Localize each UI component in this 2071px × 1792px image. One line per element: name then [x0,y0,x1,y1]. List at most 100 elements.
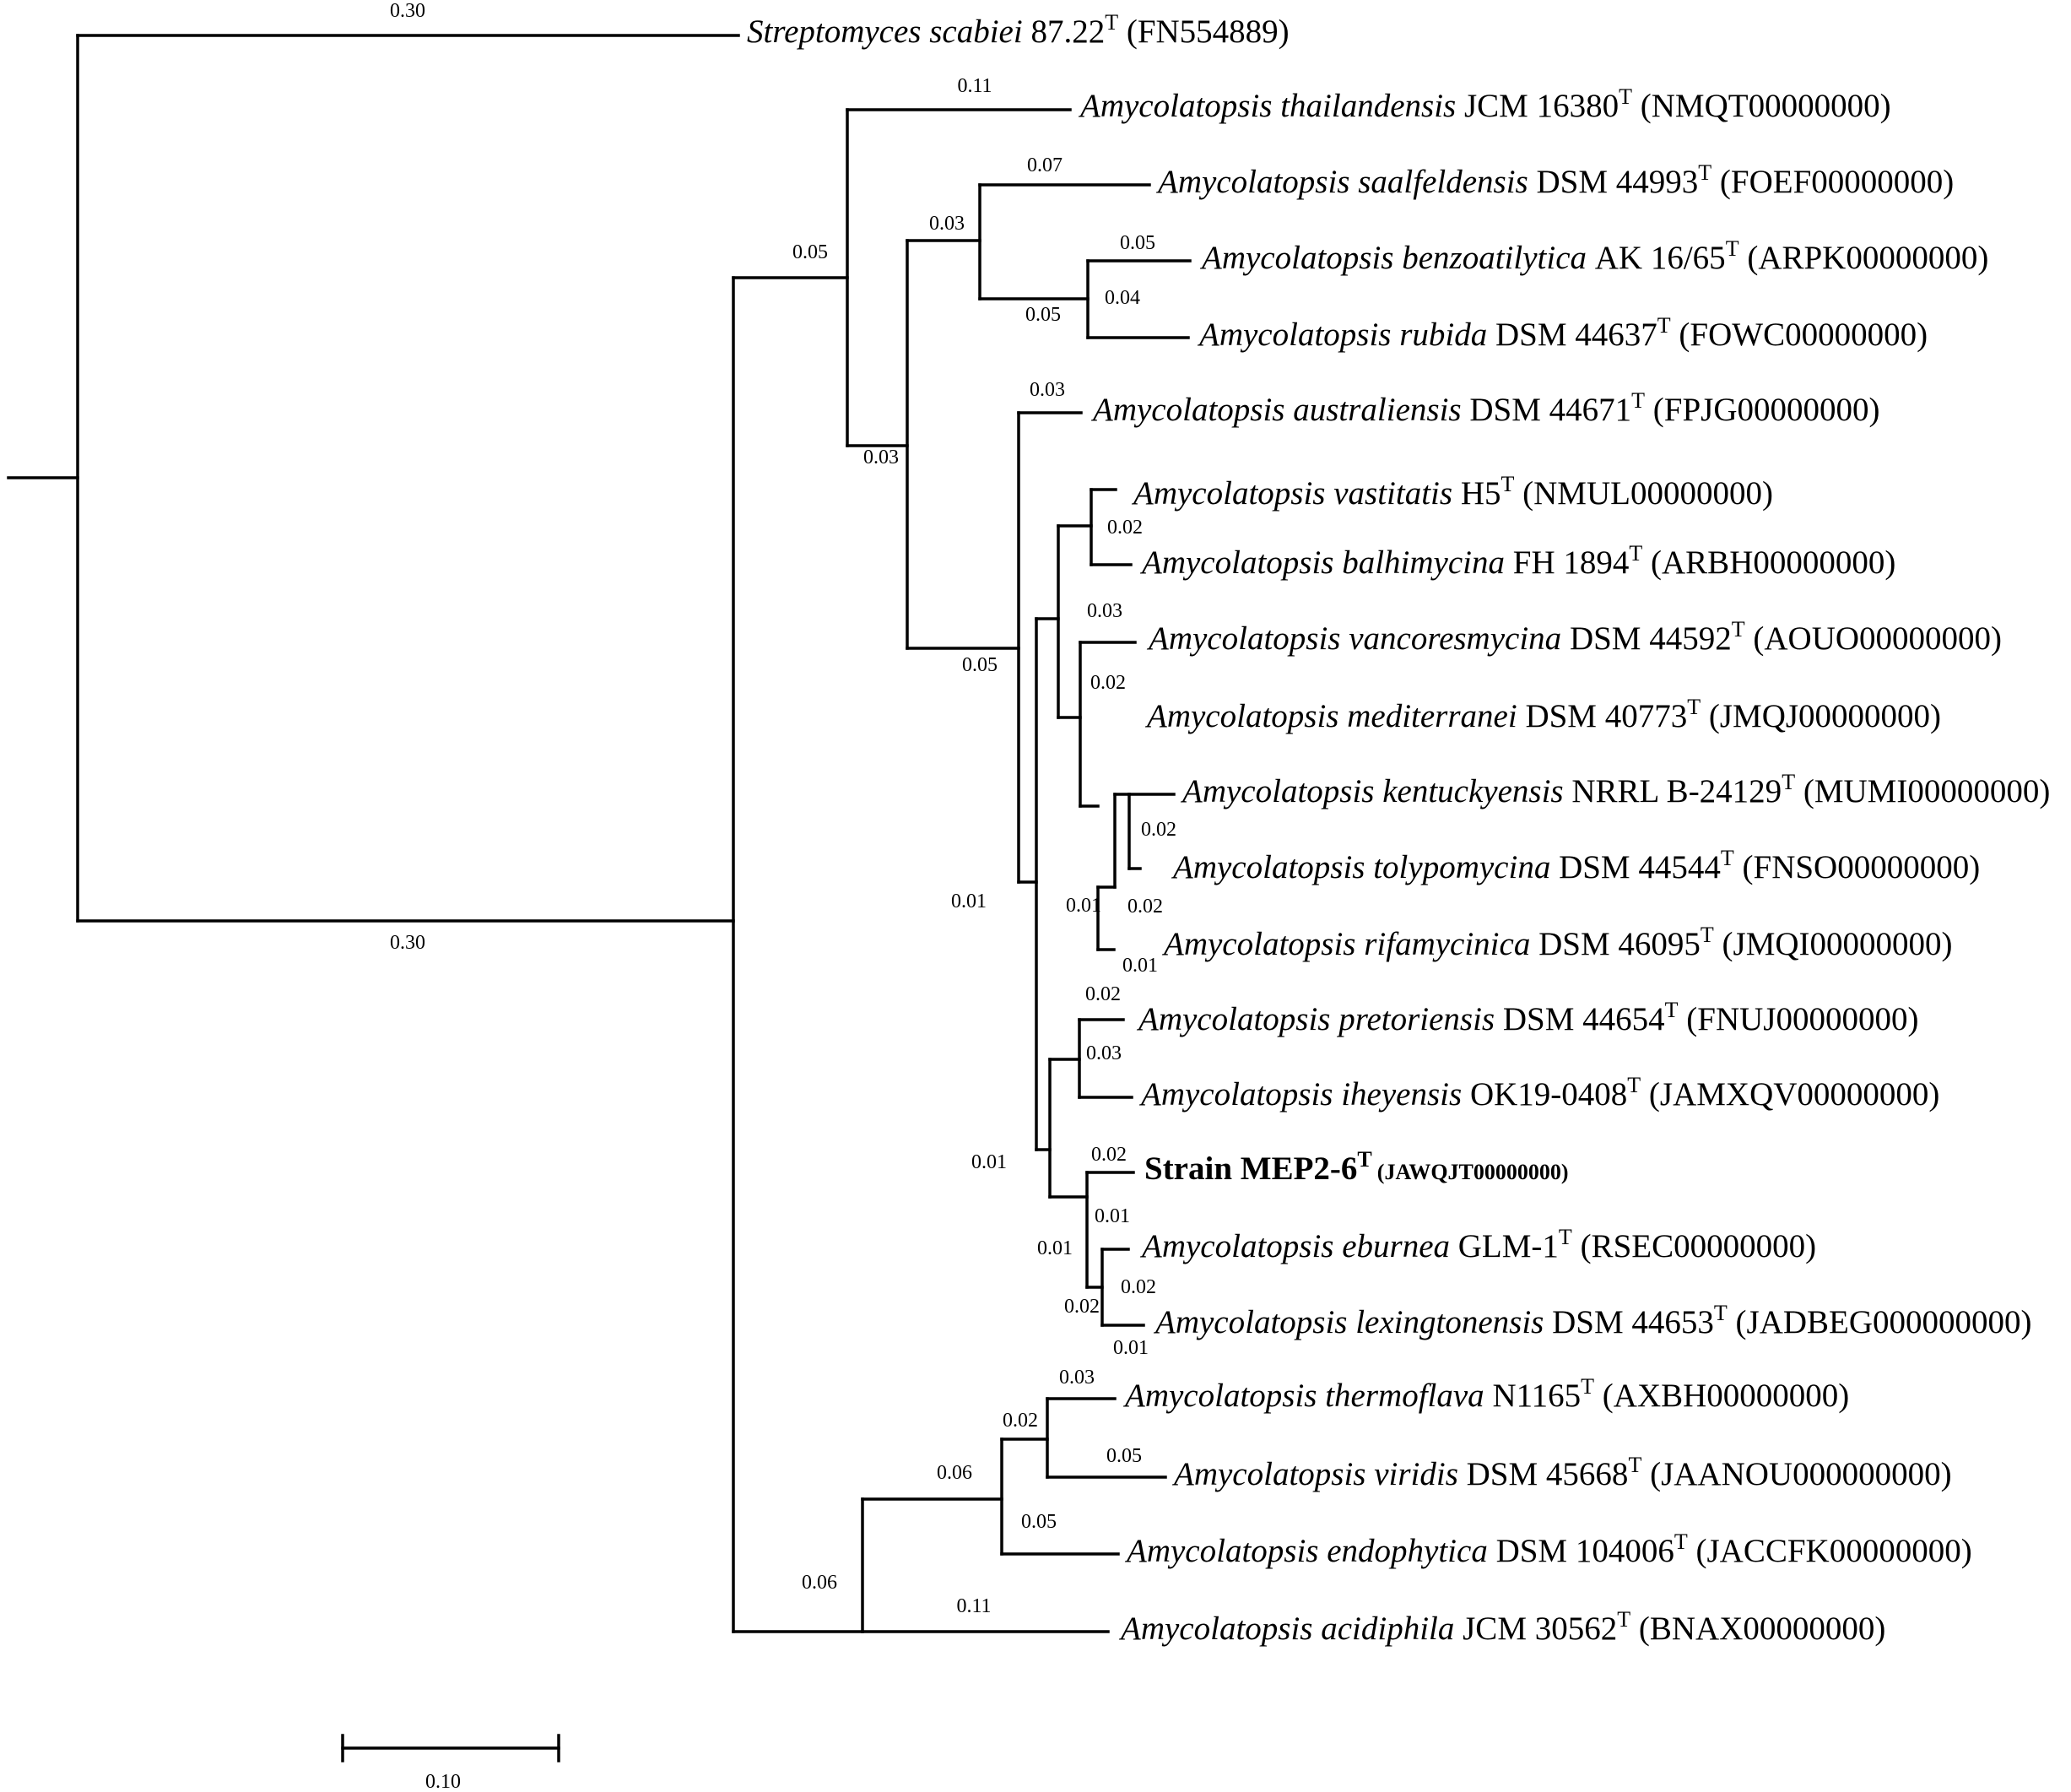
species-name: Amycolatopsis thailandensis [1078,88,1464,124]
species-name: Amycolatopsis iheyensis [1138,1076,1470,1113]
branch-length-b-pretoriensis: 0.02 [1085,983,1121,1005]
species-name: Amycolatopsis benzoatilytica [1199,240,1595,276]
species-name: Amycolatopsis lexingtonensis [1153,1304,1552,1340]
leaf-label-a-rubida: Amycolatopsis rubida DSM 44637T (FOWC000… [1197,313,1928,353]
scale-bar: 0.10 [341,1734,560,1792]
branch-length-b-thermo-group: 0.06 [937,1462,972,1484]
leaf-label-a-benzoatilytica: Amycolatopsis benzoatilytica AK 16/65T (… [1199,236,1988,276]
strain-name: DSM 44993 [1536,164,1698,200]
strain-name: DSM 40773 [1525,698,1687,734]
branch-length-b-rifamycinica: 0.01 [1122,955,1158,977]
type-strain-mark: T [1627,1073,1641,1097]
accession-number: (FPJG00000000) [1645,392,1879,428]
branch-length-b-australiensis: 0.03 [1030,379,1065,401]
branch-length-b-vast-bal: 0.02 [1107,517,1143,539]
type-strain-mark: T [1631,388,1645,413]
type-strain-mark: T [1687,695,1701,719]
species-name: Amycolatopsis eburnea [1139,1228,1458,1264]
branch-length-b-mep2-6: 0.02 [1091,1144,1127,1166]
branch-length-b-rifamycinica-node: 0.02 [1127,896,1163,918]
branch-length-b-endophytica: 0.05 [1021,1511,1057,1533]
tree-branches [7,34,1192,1633]
strain-name: DSM 45668 [1467,1456,1629,1492]
leaf-label-a-lexingtonensis: Amycolatopsis lexingtonensis DSM 44653T … [1153,1301,2032,1340]
accession-number: (JAMXQV00000000) [1641,1076,1939,1113]
strain-name: AK 16/65 [1595,240,1726,276]
strain-name: FH 1894 [1513,544,1630,581]
strain-name: DSM 46095 [1538,926,1701,962]
accession-number: (FNSO00000000) [1734,849,1980,885]
leaf-labels: Streptomyces scabiei 87.22T (FN554889) Am… [747,10,2050,1647]
leaf-label-a-vancoresmycina: Amycolatopsis vancoresmycina DSM 44592T … [1146,617,2002,657]
strain-name: DSM 44544 [1559,849,1721,885]
strain-name: GLM-1 [1458,1228,1559,1264]
strain-name: JCM 16380 [1464,88,1619,124]
accession-number: (AOUO00000000) [1745,620,2002,657]
leaf-label-mep2-6: Strain MEP2-6T (JAWQJT00000000) [1144,1147,1569,1187]
branch-length-labels: 0.30 0.30 0.05 0.11 0.03 0.03 0.07 0.05 0.05 0.04… [390,0,1176,1617]
strain-name: DSM 104006 [1496,1533,1674,1569]
type-strain-mark: T [1732,617,1745,642]
branch-length-b-viridis: 0.05 [1106,1445,1142,1467]
leaf-label-a-balhimycina: Amycolatopsis balhimycina FH 1894T (ARBH… [1139,541,1895,581]
type-strain-mark: T [1726,236,1739,261]
leaf-label-a-rifamycinica: Amycolatopsis rifamycinica DSM 46095T (J… [1161,923,1953,962]
species-name: Amycolatopsis saalfeldensis [1155,164,1536,200]
species-name: Amycolatopsis rifamycinica [1161,926,1538,962]
leaf-label-a-australiensis: Amycolatopsis australiensis DSM 44671T (… [1090,388,1879,428]
type-strain-mark: T [1617,1607,1630,1632]
branch-length-b-acidiphila: 0.11 [956,1595,991,1617]
accession-number: (BNAX00000000) [1630,1611,1885,1647]
branch-length-b-rubida: 0.04 [1105,287,1140,309]
scale-bar-label: 0.10 [425,1771,461,1792]
accession-number: (FN554889) [1118,14,1290,50]
accession-number: (JADBEG000000000) [1728,1304,2032,1340]
branch-length-b-ebur-lex-inner: 0.01 [1095,1205,1130,1227]
species-name: Amycolatopsis rubida [1197,317,1495,353]
accession-number: (JACCFK00000000) [1688,1533,1972,1569]
strain-name: N1165 [1492,1378,1581,1414]
branch-length-b-vanc-group: 0.03 [1087,600,1122,622]
accession-number: (NMQT00000000) [1632,88,1891,124]
branch-length-b-benzoatilytica: 0.05 [1120,232,1155,254]
leaf-label-a-tolypomycina: Amycolatopsis tolypomycina DSM 44544T (F… [1171,846,1980,885]
branch-length-b-low-group: 0.01 [971,1151,1007,1173]
species-name: Amycolatopsis vancoresmycina [1146,620,1570,657]
accession-number: (FOWC00000000) [1671,317,1928,353]
species-name: Amycolatopsis mediterranei [1144,698,1525,734]
accession-number: (JMQJ00000000) [1701,698,1941,734]
leaf-label-a-thailandensis: Amycolatopsis thailandensis JCM 16380T (… [1078,84,1891,124]
species-name: Amycolatopsis australiensis [1090,392,1469,428]
type-strain-mark: T [1701,923,1714,947]
accession-number: (RSEC00000000) [1572,1228,1816,1264]
type-strain-mark: T [1581,1374,1594,1399]
branch-length-b-lower-clade: 0.06 [802,1572,837,1594]
branch-length-b-inner-upper: 0.03 [929,213,965,235]
type-strain-mark: T [1559,1225,1572,1249]
strain-name: JCM 30562 [1463,1611,1617,1647]
branch-length-b-lexingtonensis-node: 0.02 [1121,1276,1156,1298]
accession-number: (AXBH00000000) [1594,1378,1849,1414]
type-strain-mark: T [1357,1147,1371,1172]
leaf-label-a-endophytica: Amycolatopsis endophytica DSM 104006T (J… [1124,1529,1972,1569]
type-strain-mark: T [1628,1453,1641,1477]
branch-length-b-thermo-viridis: 0.02 [1003,1410,1038,1432]
type-strain-mark: T [1698,160,1711,185]
type-strain-mark: T [1714,1301,1728,1325]
leaf-label-s-scabiei: Streptomyces scabiei 87.22T (FN554889) [747,10,1290,50]
species-name: Amycolatopsis tolypomycina [1171,849,1559,885]
species-name: Amycolatopsis endophytica [1124,1533,1496,1569]
strain-name: DSM 44637 [1495,317,1657,353]
type-strain-mark: T [1782,770,1795,794]
branch-length-b-lexingtonensis: 0.01 [1113,1337,1149,1359]
branch-length-b-benz-rubida: 0.05 [1025,304,1061,326]
accession-number: (FNUJ00000000) [1679,1001,1919,1037]
strain-name: DSM 44654 [1503,1001,1665,1037]
type-strain-mark: T [1665,998,1679,1022]
branch-length-b-ebur-lex: 0.02 [1064,1296,1100,1318]
leaf-label-a-iheyensis: Amycolatopsis iheyensis OK19-0408T (JAMX… [1138,1073,1939,1113]
species-name: Amycolatopsis balhimycina [1139,544,1513,581]
leaf-label-a-pretoriensis: Amycolatopsis pretoriensis DSM 44654T (F… [1136,998,1918,1037]
branch-length-b-thailandensis: 0.11 [957,75,992,97]
